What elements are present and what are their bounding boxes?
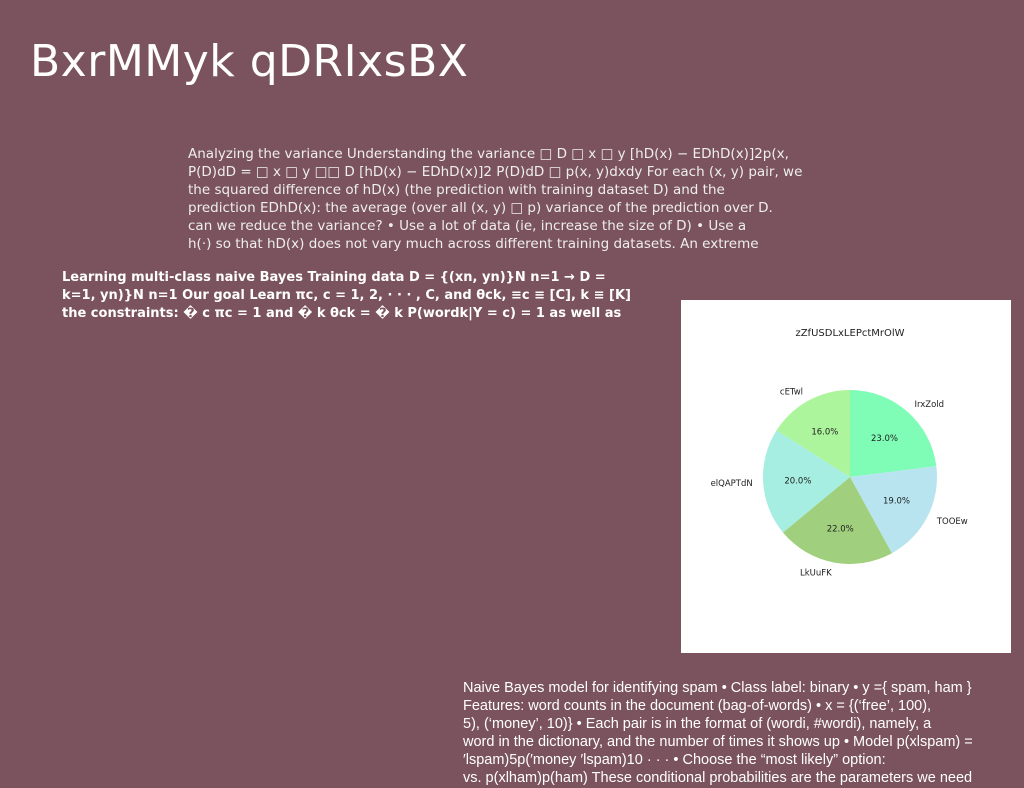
pie-labels: 23.0% IrxZold 19.0% TOOEw 22.0% LkUuFK 20.0% el…: [711, 388, 968, 579]
pie-slice-cETwl: [776, 390, 850, 477]
slice-name-label: cETwl: [780, 388, 803, 398]
text-line: h(·) so that hD(x) does not vary much ac…: [188, 236, 759, 252]
text-line: 5), (‘money’, 10)} • Each pair is in the…: [463, 716, 932, 732]
slice-name-label: IrxZold: [914, 400, 944, 410]
slice-percent-label: 20.0%: [784, 476, 811, 486]
text-line: can we reduce the variance? • Use a lot …: [188, 218, 747, 234]
text-line: the constraints: � c πc = 1 and � k θck …: [62, 306, 622, 321]
slice-name-label: TOOEw: [936, 517, 968, 527]
pie-slice-elQAPTdN: [762, 430, 850, 533]
slice-name-label: LkUuFK: [800, 569, 832, 579]
text-line: ′lspam)5p(′money ′lspam)10 · · · • Choos…: [463, 752, 886, 768]
pie-slices: [762, 390, 937, 564]
text-line: Features: word counts in the document (b…: [463, 698, 932, 714]
text-line: word in the dictionary, and the number o…: [463, 734, 973, 750]
slice-percent-label: 16.0%: [811, 427, 838, 437]
pie-slice-TOOEw: [850, 466, 937, 554]
slice-name-label: elQAPTdN: [711, 479, 753, 489]
pie-slice-LkUuFK: [782, 477, 892, 564]
spam-model-text-block: Naive Bayes model for identifying spam •…: [463, 679, 973, 787]
text-line: P(D)dD = □ x □ y □□ D [hD(x) − EDhD(x)]2…: [188, 164, 803, 180]
text-line: Naive Bayes model for identifying spam •…: [463, 680, 972, 696]
text-line: k=1, yn)}N n=1 Our goal Learn πc, c = 1,…: [62, 288, 631, 303]
slide-title: BxrMMyk qDRIxsBX: [30, 36, 469, 87]
naive-bayes-text-block: Learning multi-class naive Bayes Trainin…: [62, 269, 631, 323]
slice-percent-label: 19.0%: [883, 497, 910, 507]
slice-percent-label: 23.0%: [871, 434, 898, 444]
text-line: Learning multi-class naive Bayes Trainin…: [62, 270, 606, 285]
text-line: vs. p(xlham)p(ham) These conditional pro…: [463, 770, 973, 786]
variance-text-block: Analyzing the variance Understanding the…: [188, 145, 802, 253]
chart-title: zZfUSDLxLEPctMrOlW: [795, 328, 904, 339]
pie-chart: zZfUSDLxLEPctMrOlW 23.0% IrxZold 19.0% TOOE…: [711, 328, 968, 579]
text-line: prediction EDhD(x): the average (over al…: [188, 200, 773, 216]
text-line: the squared difference of hD(x) (the pre…: [188, 182, 725, 198]
slice-percent-label: 22.0%: [827, 524, 854, 534]
pie-slice-IrxZold: [850, 390, 937, 477]
text-line: Analyzing the variance Understanding the…: [188, 146, 789, 162]
pie-chart-panel: zZfUSDLxLEPctMrOlW 23.0% IrxZold 19.0% TOOE…: [681, 300, 1011, 653]
